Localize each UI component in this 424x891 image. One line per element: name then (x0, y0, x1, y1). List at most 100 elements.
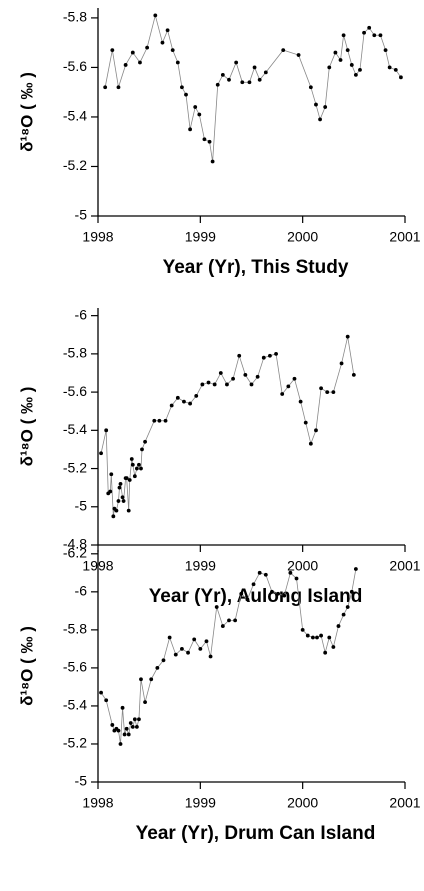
y-tick-label: -5.2 (63, 157, 87, 173)
data-point (263, 70, 268, 75)
data-point (327, 65, 332, 70)
data-point (197, 112, 202, 117)
y-tick-label: -5.8 (63, 345, 87, 361)
data-point (193, 105, 198, 109)
data-point (325, 390, 330, 394)
data-point (104, 698, 109, 703)
data-point (163, 418, 168, 423)
data-point (175, 395, 180, 400)
data-point (387, 65, 392, 70)
data-point (118, 742, 123, 746)
data-point (399, 75, 403, 80)
data-line (100, 336, 355, 517)
x-tick-label: 1999 (185, 229, 216, 245)
data-point (161, 658, 166, 663)
data-point (393, 68, 398, 72)
data-point (165, 28, 170, 33)
y-tick-label: -5.8 (63, 621, 87, 637)
data-point (153, 13, 158, 18)
data-point (367, 25, 372, 30)
data-point (372, 33, 377, 38)
data-point (132, 474, 137, 479)
data-point (122, 732, 127, 737)
data-point (362, 30, 366, 35)
data-point (206, 380, 211, 385)
x-tick-label: 2001 (389, 229, 420, 245)
data-point (315, 635, 319, 640)
data-point (111, 514, 116, 519)
data-point (194, 394, 199, 398)
data-point (110, 723, 115, 727)
data-point (353, 567, 358, 571)
data-point (118, 481, 123, 486)
data-point (192, 637, 197, 642)
data-point (331, 645, 336, 649)
data-point (170, 48, 175, 52)
x-axis-title: Year (Yr), This Study (163, 257, 349, 278)
data-point (339, 361, 344, 366)
data-point (276, 591, 281, 596)
data-point (245, 597, 250, 602)
data-point (127, 478, 132, 482)
y-tick-label: -5.8 (63, 9, 87, 25)
data-point (208, 654, 213, 659)
data-point (157, 418, 162, 423)
x-axis-title: Year (Yr), Aulong Island (149, 586, 363, 607)
data-point (138, 60, 142, 65)
y-tick-label: -6 (75, 306, 88, 322)
y-tick-label: -5.2 (63, 459, 87, 475)
x-tick-label: 1998 (82, 795, 113, 811)
y-tick-label: -6.2 (63, 545, 87, 561)
x-tick-label: 2000 (287, 558, 318, 574)
data-point (338, 58, 343, 62)
data-point (130, 462, 135, 467)
data-point (225, 382, 229, 387)
data-point (305, 633, 310, 638)
data-point (130, 50, 135, 55)
data-point (198, 646, 203, 651)
y-tick-label: -5.6 (63, 383, 87, 399)
data-point (134, 724, 139, 729)
data-point (109, 472, 114, 477)
data-point (220, 624, 225, 628)
data-point (294, 576, 299, 581)
data-point (327, 635, 332, 640)
data-point (152, 418, 157, 423)
data-point (378, 33, 383, 38)
data-point (331, 390, 336, 394)
data-point (257, 77, 262, 82)
data-point (212, 382, 217, 387)
data-point (323, 105, 328, 109)
data-point (215, 82, 220, 87)
data-point (255, 374, 260, 379)
data-point (341, 612, 346, 617)
data-point (298, 399, 303, 404)
data-point (214, 605, 219, 609)
data-point (137, 717, 141, 722)
data-point (160, 40, 165, 45)
data-point (123, 63, 128, 67)
y-tick-label: -5.6 (63, 659, 87, 675)
data-point (288, 570, 293, 575)
data-point (263, 572, 268, 577)
data-point (207, 139, 212, 144)
x-tick-label: 1998 (82, 229, 113, 245)
data-point (188, 401, 193, 406)
data-point (231, 376, 235, 381)
x-tick-label: 2000 (287, 229, 318, 245)
data-point (234, 60, 239, 65)
y-tick-label: -4.8 (63, 536, 87, 552)
data-point (129, 457, 134, 461)
data-point (155, 666, 160, 670)
data-point (167, 635, 172, 640)
data-point (120, 705, 125, 710)
data-point (240, 80, 245, 85)
data-point (114, 508, 119, 513)
data-point (333, 50, 338, 55)
data-point (132, 717, 137, 722)
data-point (126, 732, 131, 737)
data-point (247, 80, 252, 85)
data-line (104, 13, 402, 162)
data-point (175, 60, 180, 65)
x-tick-label: 2000 (287, 795, 318, 811)
